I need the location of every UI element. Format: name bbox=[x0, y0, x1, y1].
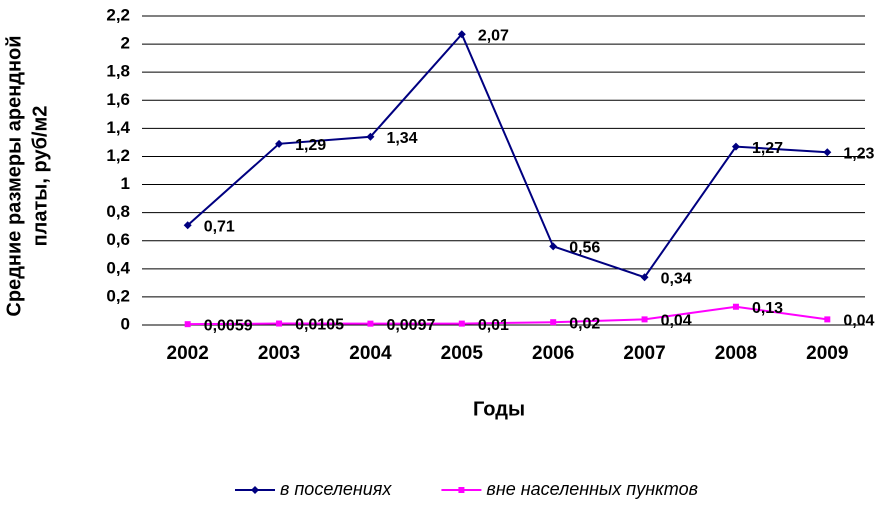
y-axis-title: Средние размеры арендной платы, руб/м2 bbox=[3, 35, 51, 316]
legend-label: в поселениях bbox=[280, 479, 392, 499]
y-tick-label: 1,2 bbox=[106, 146, 130, 165]
value-label: 0,0105 bbox=[295, 317, 344, 334]
legend-marker bbox=[458, 487, 465, 493]
point bbox=[640, 273, 649, 282]
y-tick-label: 0 bbox=[121, 314, 130, 333]
value-label: 0,0097 bbox=[386, 317, 435, 334]
x-tick-label: 2002 bbox=[167, 343, 209, 364]
y-tick-label: 0,2 bbox=[106, 286, 130, 305]
y-tick-label: 1,8 bbox=[106, 62, 130, 81]
y-tick-label: 0,6 bbox=[106, 230, 130, 249]
x-axis-title: Годы bbox=[473, 398, 525, 420]
x-tick-label: 2006 bbox=[532, 343, 574, 364]
point bbox=[183, 221, 192, 230]
point bbox=[824, 316, 831, 323]
series-line bbox=[187, 32, 828, 279]
point bbox=[366, 132, 375, 141]
point bbox=[731, 142, 740, 151]
x-tick-label: 2003 bbox=[258, 343, 300, 364]
y-axis-title-line: платы, руб/м2 bbox=[29, 106, 51, 247]
value-label: 0,56 bbox=[569, 240, 600, 257]
value-label: 0,13 bbox=[752, 300, 783, 317]
point bbox=[367, 320, 374, 327]
value-label: 0,04 bbox=[843, 313, 874, 330]
x-tick-label: 2005 bbox=[441, 343, 484, 364]
y-tick-label: 1,4 bbox=[106, 118, 130, 137]
point bbox=[276, 320, 283, 327]
point bbox=[823, 148, 832, 157]
y-tick-label: 0,4 bbox=[106, 258, 130, 277]
legend-marker bbox=[251, 486, 259, 494]
value-label: 1,23 bbox=[843, 145, 874, 162]
x-tick-label: 2004 bbox=[349, 343, 392, 364]
series-line bbox=[187, 305, 828, 326]
point bbox=[184, 321, 191, 328]
x-tick-label: 2009 bbox=[806, 343, 848, 364]
y-tick-label: 0,8 bbox=[106, 202, 130, 221]
value-label: 1,34 bbox=[386, 130, 417, 147]
value-label: 0,34 bbox=[661, 270, 692, 287]
point bbox=[549, 242, 558, 251]
x-tick-label: 2007 bbox=[623, 343, 665, 364]
y-tick-label: 1 bbox=[121, 174, 130, 193]
x-tick-label: 2008 bbox=[715, 343, 757, 364]
legend-label: вне населенных пунктов bbox=[486, 479, 698, 499]
point bbox=[732, 303, 739, 310]
y-tick-label: 2 bbox=[121, 34, 130, 53]
value-label: 1,27 bbox=[752, 140, 783, 157]
y-tick-label: 2,2 bbox=[106, 5, 130, 24]
y-axis-title-line: Средние размеры арендной bbox=[3, 35, 25, 316]
value-label: 1,29 bbox=[295, 137, 326, 154]
point bbox=[641, 316, 648, 323]
point bbox=[458, 320, 465, 327]
value-label: 2,07 bbox=[478, 27, 509, 44]
point bbox=[550, 319, 557, 326]
value-label: 0,04 bbox=[661, 313, 692, 330]
value-label: 0,71 bbox=[204, 218, 235, 235]
value-label: 0,01 bbox=[478, 317, 509, 334]
y-tick-label: 1,6 bbox=[106, 90, 130, 109]
point bbox=[275, 139, 284, 148]
value-label: 0,0059 bbox=[204, 317, 253, 334]
value-label: 0,02 bbox=[569, 315, 600, 332]
point bbox=[457, 30, 466, 39]
